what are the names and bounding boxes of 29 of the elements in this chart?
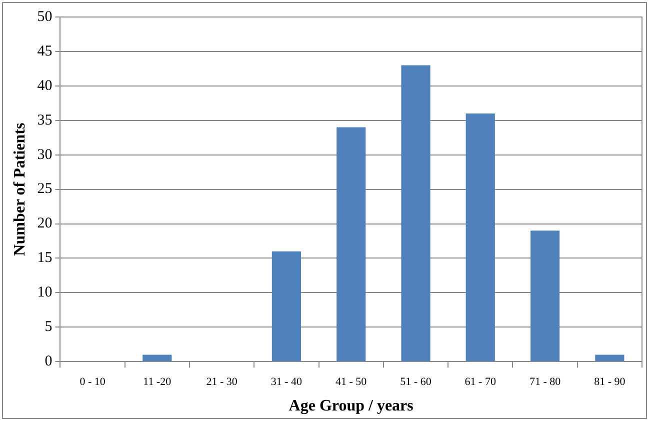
y-tick-label: 10 [37, 284, 52, 301]
y-tick-label: 5 [44, 319, 52, 336]
y-tick-label: 30 [37, 146, 52, 163]
bar [336, 127, 366, 362]
bar [142, 354, 172, 362]
x-tick-label: 21 - 30 [206, 376, 238, 388]
y-tick-label: 20 [37, 216, 52, 232]
bar [595, 354, 624, 362]
bar [272, 251, 301, 362]
x-axis-title: Age Group / years [288, 398, 414, 415]
x-tick-label: 61 - 70 [464, 376, 496, 388]
y-tick-label: 25 [37, 181, 52, 198]
bar [401, 65, 430, 362]
y-tick-label: 15 [37, 250, 52, 266]
x-tick-label: 41 - 50 [336, 376, 368, 388]
y-tick-label: 40 [37, 78, 52, 94]
y-axis-title: Number of Patients [12, 122, 29, 256]
y-tick-label: 45 [37, 43, 52, 60]
bar [530, 230, 560, 362]
y-tick-label: 50 [37, 8, 52, 25]
x-tick-label: 31 - 40 [270, 376, 303, 388]
bar [466, 113, 495, 362]
y-tick-label: 35 [37, 112, 52, 128]
x-tick-label: 51 - 60 [400, 376, 432, 388]
x-tick-label: 71 - 80 [529, 376, 562, 388]
x-tick-label: 11 -20 [143, 376, 172, 388]
x-tick-label: 0 - 10 [80, 376, 106, 388]
y-tick-label: 0 [44, 354, 52, 370]
x-tick-label: 81 - 90 [594, 376, 626, 388]
